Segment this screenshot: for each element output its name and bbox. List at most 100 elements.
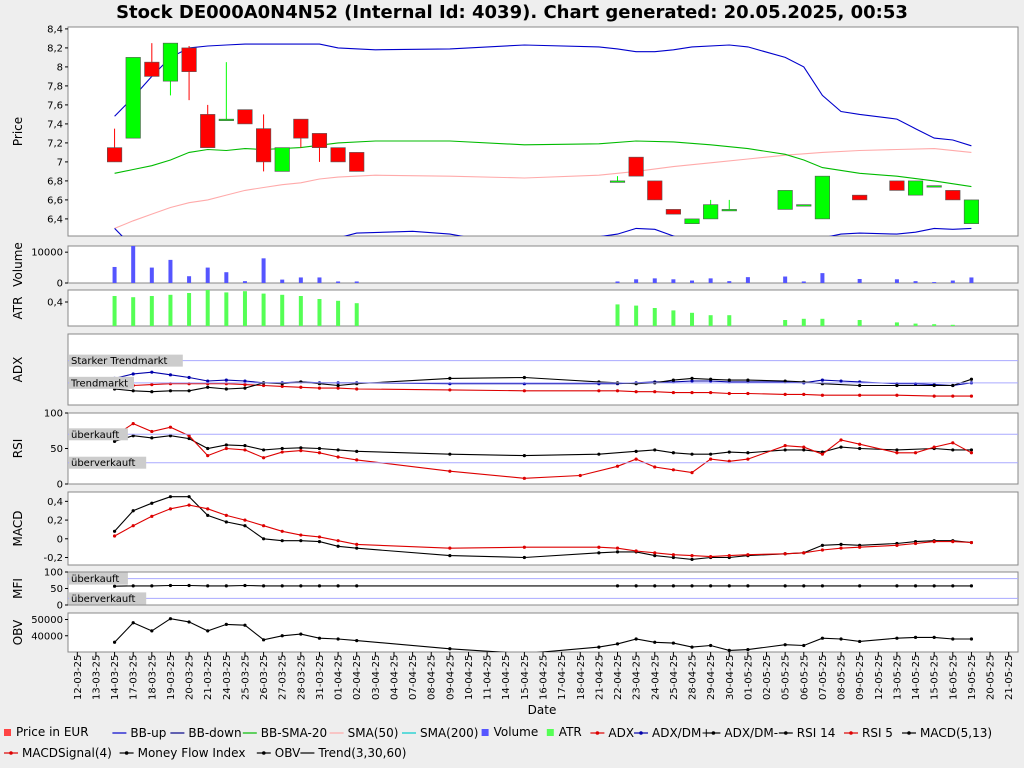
rsi5-line-point bbox=[951, 441, 955, 445]
volume-bar bbox=[727, 281, 732, 283]
atr-bar bbox=[354, 303, 359, 326]
rsi5-line-point bbox=[913, 451, 918, 455]
atr-bar bbox=[727, 315, 732, 326]
mfi-line-point bbox=[355, 584, 359, 588]
macd-signal-line-point bbox=[448, 546, 452, 550]
volume-bar bbox=[615, 281, 620, 283]
legend-item: SMA(50) bbox=[329, 726, 398, 740]
mfi-line-point bbox=[224, 584, 228, 588]
volume-bar bbox=[708, 278, 713, 283]
chart-title: Stock DE000A0N4N52 (Internal Id: 4039). … bbox=[116, 2, 908, 23]
rsi5-line-point bbox=[187, 434, 191, 438]
volume-bar bbox=[913, 281, 918, 283]
macd-signal-line-point bbox=[802, 551, 806, 555]
adx-line-point bbox=[336, 386, 340, 390]
adx-plot-area bbox=[67, 333, 1019, 406]
adx-line-point bbox=[895, 393, 899, 397]
rsi5-line-point bbox=[839, 438, 843, 442]
adx-dm-minus-line-point bbox=[727, 378, 731, 382]
candle-body bbox=[907, 180, 924, 196]
macd-line-point bbox=[317, 540, 322, 544]
legend-label: BB-SMA-20 bbox=[261, 726, 327, 740]
obv-line-point bbox=[448, 647, 452, 651]
mfi-line-point bbox=[206, 584, 210, 588]
rsi14-line-point bbox=[709, 452, 713, 456]
candle-body bbox=[945, 190, 961, 201]
xtick-label: 24-03-25 bbox=[222, 655, 233, 700]
legend-label: MACD(5,13) bbox=[920, 726, 992, 740]
legend-item: ADX/DM- bbox=[706, 726, 778, 740]
rsi14-line-point bbox=[168, 434, 173, 438]
rsi14-line-point bbox=[112, 439, 117, 443]
candle-body bbox=[684, 218, 700, 224]
candle-body bbox=[963, 199, 979, 224]
obv-line-point bbox=[150, 629, 154, 633]
rsi5-line-point bbox=[969, 451, 974, 455]
volume-bar bbox=[857, 278, 862, 283]
macd-line-point bbox=[690, 557, 694, 561]
volume-series bbox=[112, 246, 974, 283]
adx-dm-minus-line-point bbox=[895, 383, 899, 388]
xtick-label: 18-04-25 bbox=[576, 655, 587, 700]
adx-dm-minus-line-point bbox=[969, 377, 974, 381]
mfi-line-point bbox=[895, 584, 899, 588]
adx-line-point bbox=[243, 382, 247, 387]
xtick-label: 09-04-25 bbox=[445, 655, 456, 700]
candle-body bbox=[796, 204, 812, 207]
macd-signal-line-point bbox=[671, 553, 675, 557]
obv-line-point bbox=[727, 648, 731, 652]
x-axis-label: Date bbox=[528, 703, 557, 717]
rsi5-line-point bbox=[615, 464, 620, 468]
xtick-label: 02-04-25 bbox=[352, 655, 363, 700]
panel-volume: Volume 0 10000 bbox=[11, 242, 1019, 290]
mfi-line-point bbox=[727, 584, 731, 588]
adx-line-point bbox=[299, 385, 303, 389]
candle-body bbox=[703, 204, 719, 220]
price-ytick-label: 7,2 bbox=[47, 138, 63, 149]
mfi-ytick-label: 0 bbox=[57, 601, 63, 612]
adx-dm-plus-line-point bbox=[187, 375, 191, 380]
obv-ytick-label: 40000 bbox=[31, 631, 63, 642]
mfi-line-point bbox=[932, 584, 936, 588]
panel-atr: ATR 0,4 bbox=[11, 289, 1019, 327]
rsi14-line-point bbox=[634, 449, 638, 453]
rsi-ytick-label: 50 bbox=[50, 444, 63, 455]
macd-line-point bbox=[355, 546, 359, 550]
xtick-label: 14-03-25 bbox=[110, 655, 121, 700]
volume-bar bbox=[950, 280, 955, 283]
volume-bar bbox=[298, 277, 303, 283]
macd-signal-line-point bbox=[317, 535, 322, 539]
legend-marker bbox=[711, 731, 716, 735]
candle-body bbox=[274, 147, 290, 172]
xtick-label: 03-04-25 bbox=[371, 655, 382, 700]
panel-mfi: MFI 0 50 100 überkauft überverkauft bbox=[11, 568, 1019, 612]
macd-signal-line-point bbox=[224, 513, 228, 517]
legend-item: Money Flow Index bbox=[119, 746, 245, 760]
adx-line-point bbox=[355, 387, 359, 391]
rsi-band-label: überverkauft bbox=[71, 458, 136, 469]
volume-bar bbox=[168, 259, 173, 283]
macd-signal-line-point bbox=[634, 549, 638, 553]
volume-bar bbox=[820, 273, 825, 283]
adx-line-point bbox=[280, 384, 284, 388]
rsi5-line-point bbox=[895, 451, 899, 455]
legend-item: OBV bbox=[256, 746, 301, 760]
legend-swatch bbox=[481, 729, 489, 736]
mfi-ytick-label: 50 bbox=[50, 584, 63, 595]
price-ytick-label: 8 bbox=[57, 62, 63, 73]
obv-line-point bbox=[615, 642, 620, 646]
xtick-label: 10-04-25 bbox=[464, 655, 475, 700]
rsi14-line-point bbox=[336, 448, 340, 452]
legend-item: BB-up bbox=[112, 726, 166, 740]
adx-dm-plus-line-point bbox=[168, 373, 173, 377]
adx-dm-plus-line-point bbox=[839, 379, 843, 383]
candle-body bbox=[330, 147, 346, 163]
atr-bar bbox=[149, 296, 154, 326]
mfi-line-point bbox=[150, 584, 154, 588]
volume-bar bbox=[112, 266, 117, 283]
atr-bar bbox=[280, 294, 285, 326]
obv-line-point bbox=[299, 632, 303, 636]
candle-body bbox=[777, 190, 793, 210]
adx-dm-minus-line-point bbox=[671, 378, 675, 382]
atr-bar bbox=[913, 323, 918, 326]
